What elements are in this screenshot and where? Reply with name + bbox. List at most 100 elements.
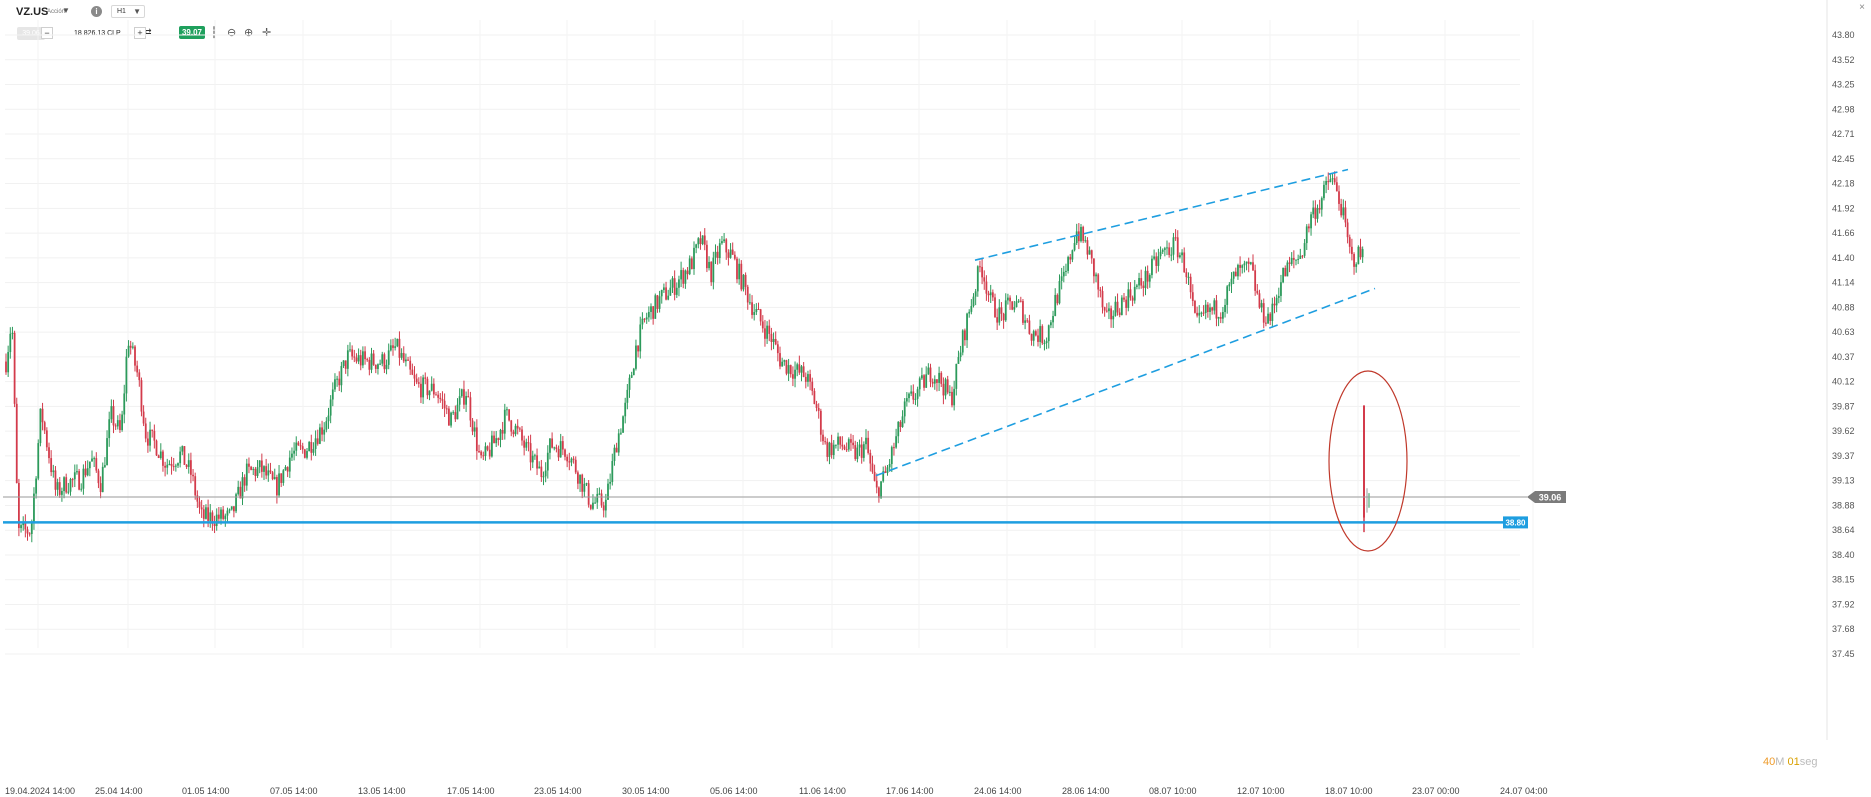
close-icon[interactable]: ×	[1859, 2, 1865, 13]
candle-body	[478, 451, 480, 453]
candle-body	[998, 307, 1001, 323]
candle-body	[1327, 180, 1330, 183]
candle-body	[912, 391, 915, 400]
info-icon[interactable]: i	[91, 6, 102, 17]
candle-body	[596, 493, 599, 503]
candle-body	[1179, 255, 1181, 258]
symbol-label[interactable]: VZ.US	[16, 6, 49, 18]
candle-body	[738, 263, 741, 280]
candle-body	[54, 470, 57, 490]
candle-body	[288, 457, 291, 472]
countdown-m: M	[1775, 756, 1785, 768]
amount-input[interactable]: 18 826.13 CLP	[74, 30, 121, 37]
candle-body	[757, 308, 760, 310]
candle-body	[355, 357, 358, 362]
candle-body	[349, 349, 351, 351]
candle-body	[291, 453, 293, 458]
candle-body	[82, 468, 85, 489]
candle-body	[577, 472, 579, 484]
candle-body	[213, 523, 216, 527]
candle-body	[723, 239, 725, 242]
lower-channel-trendline	[875, 287, 1376, 477]
candle-body	[873, 471, 876, 481]
candle-body	[779, 353, 781, 367]
candle-body	[643, 318, 646, 320]
candle-body	[886, 467, 889, 473]
candle-body	[123, 393, 126, 415]
candle-body	[828, 442, 831, 457]
candle-body	[426, 378, 429, 396]
decrease-button[interactable]: −	[41, 27, 53, 39]
candle-body	[847, 439, 850, 450]
swap-icon[interactable]: ⇄	[144, 27, 152, 37]
candle-body	[1108, 308, 1110, 312]
buy-price-button[interactable]: 39.07	[179, 26, 205, 39]
candle-body	[196, 495, 199, 502]
candle-body	[624, 402, 627, 417]
candle-body	[340, 365, 343, 386]
increase-button[interactable]: +	[134, 27, 146, 39]
y-tick-label: 41.14	[1832, 278, 1855, 288]
zoom-out-icon[interactable]: ⊖	[227, 27, 237, 39]
candle-body	[695, 244, 698, 248]
candle-body	[185, 464, 188, 467]
candle-body	[1181, 252, 1183, 256]
candle-body	[686, 270, 689, 275]
candle-body	[303, 449, 306, 458]
candle-body	[198, 501, 201, 508]
candle-body	[817, 407, 820, 411]
candle-body	[903, 401, 906, 417]
candlestick-icon[interactable]: ┇	[211, 27, 218, 39]
y-tick-label: 37.92	[1832, 599, 1855, 609]
candle-body	[297, 442, 300, 446]
candle-body	[80, 488, 83, 490]
candle-body	[327, 415, 330, 422]
chevron-down-icon[interactable]: ▼	[62, 6, 70, 15]
trade-bar: 39.06 − 18 826.13 CLP ⇄ + 39.07 ┇ ⊖ ⊕ ✛	[0, 24, 300, 42]
timeframe-select[interactable]: H1 ▼	[111, 5, 145, 18]
candle-body	[626, 389, 629, 403]
candle-body	[1282, 267, 1284, 283]
crosshair-icon[interactable]: ✛	[262, 27, 272, 39]
candle-body	[50, 458, 53, 473]
candle-body	[26, 529, 29, 534]
candle-body	[1073, 243, 1076, 251]
candle-body	[1088, 250, 1091, 255]
y-tick-label: 39.37	[1832, 451, 1855, 461]
candle-body	[959, 352, 962, 358]
candle-body	[1314, 207, 1317, 219]
candle-body	[1323, 184, 1325, 199]
candle-body	[147, 438, 149, 446]
candle-body	[1211, 307, 1214, 311]
candle-body	[1254, 270, 1257, 291]
candle-body	[1176, 237, 1179, 258]
candle-body	[1241, 265, 1244, 268]
candle-body	[334, 379, 336, 390]
candle-body	[564, 449, 566, 457]
candle-body	[1297, 258, 1300, 260]
candle-body	[237, 486, 240, 495]
x-tick-label: 01.05 14:00	[182, 786, 230, 796]
x-tick-label: 30.05 14:00	[622, 786, 670, 796]
candle-body	[697, 238, 700, 245]
candle-body	[1331, 178, 1334, 180]
y-tick-label: 43.80	[1832, 30, 1855, 40]
candle-body	[1011, 301, 1014, 310]
candle-body	[346, 350, 349, 369]
candle-body	[265, 466, 268, 476]
candle-body	[1052, 315, 1054, 323]
candle-body	[882, 471, 885, 482]
x-tick-label: 11.06 14:00	[799, 786, 846, 796]
candle-body	[220, 509, 222, 519]
candle-body	[991, 292, 994, 298]
candle-body	[187, 460, 190, 467]
candle-body	[553, 447, 556, 449]
candle-body	[1348, 237, 1351, 247]
candle-body	[245, 463, 248, 486]
zoom-in-icon[interactable]: ⊕	[244, 27, 254, 39]
candle-body	[1043, 343, 1046, 345]
candle-body	[273, 477, 276, 480]
candle-body	[546, 452, 549, 471]
candle-body	[641, 318, 644, 325]
